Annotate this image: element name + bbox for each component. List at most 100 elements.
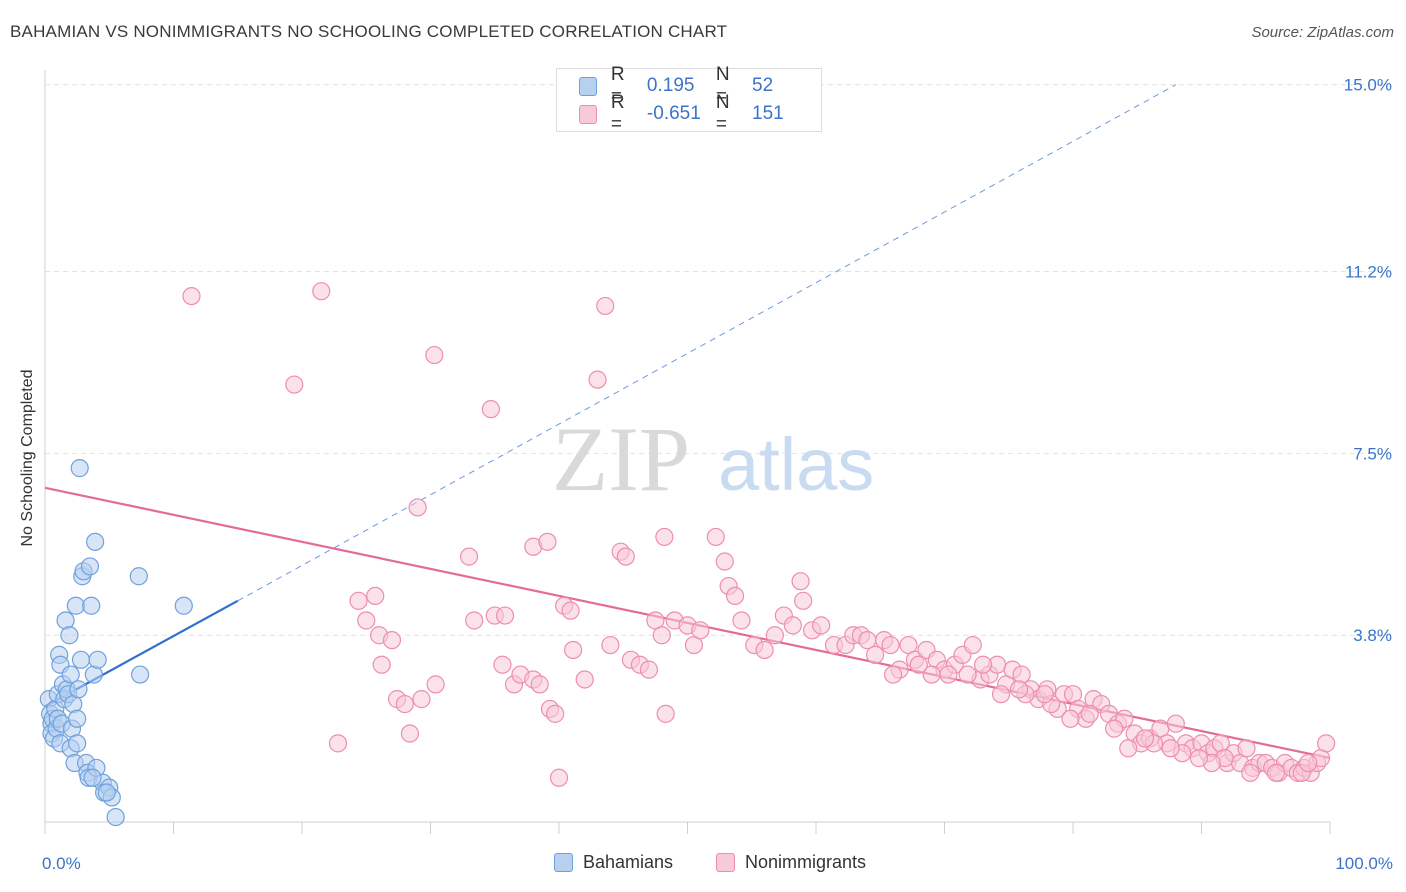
nonimmigrant-point-131 — [1241, 763, 1260, 782]
bahamian-point-19 — [60, 626, 79, 645]
nonimmigrant-point-14 — [366, 586, 385, 606]
nonimmigrant-point-0 — [182, 286, 201, 306]
nonimmigrant-point-12 — [328, 734, 348, 753]
x-tick-label-0: 0.0% — [42, 854, 81, 873]
nonimmigrant-point-4 — [481, 400, 500, 419]
nonimmigrant-point-9 — [538, 532, 557, 551]
nonimmigrant-point-107 — [1166, 714, 1185, 733]
bahamians-legend-label: Bahamians — [583, 852, 674, 872]
bahamian-point-47 — [97, 783, 116, 802]
nonimmigrant-point-30 — [530, 675, 549, 694]
nonimmigrant-point-40 — [616, 547, 635, 566]
bahamian-point-29 — [70, 459, 89, 478]
nonimmigrant-point-7 — [408, 498, 427, 517]
nonimmigrant-point-154 — [922, 665, 941, 684]
nonimmigrant-point-117 — [1237, 739, 1256, 758]
nonimmigrant-point-152 — [958, 665, 977, 684]
nonimmigrant-point-153 — [939, 665, 958, 684]
nonimmigrant-point-88 — [1012, 665, 1031, 684]
legend-row-nonimmigrants: R = -0.651 N = 151 — [579, 92, 821, 135]
nonimmigrant-point-144 — [1080, 704, 1099, 723]
y-tick-label-0: 3.8% — [1353, 626, 1392, 645]
nonimmigrant-point-33 — [549, 768, 569, 787]
nonimmigrant-point-73 — [881, 635, 900, 655]
nonimmigrant-point-55 — [725, 586, 745, 606]
bahamian-point-25 — [66, 596, 85, 615]
nonimmigrant-point-156 — [883, 665, 903, 684]
nonimmigrants-legend-swatch — [716, 853, 735, 872]
n-value: 151 — [752, 103, 784, 124]
nonimmigrant-point-65 — [812, 616, 831, 635]
nonimmigrant-point-6 — [588, 370, 607, 389]
nonimmigrant-point-141 — [1135, 729, 1155, 748]
bahamians-trend-extension — [237, 84, 1177, 602]
nonimmigrant-point-5 — [596, 296, 615, 316]
r-value: -0.651 — [646, 103, 701, 124]
tick-labels: 3.8% 7.5% 11.2% 15.0% 0.0% 100.0% — [42, 76, 1393, 873]
bahamian-point-49 — [130, 665, 150, 684]
nonimmigrant-point-22 — [412, 690, 431, 709]
data-points — [39, 282, 1336, 827]
nonimmigrant-point-58 — [755, 640, 774, 660]
nonimmigrant-point-134 — [1299, 753, 1318, 773]
y-tick-label-2: 11.2% — [1345, 263, 1392, 282]
legend-row-bahamians: R = 0.195 N = 52 — [579, 64, 821, 107]
bahamian-point-20 — [61, 665, 80, 684]
nonimmigrant-point-59 — [765, 626, 784, 645]
watermark-zip: ZIP — [552, 408, 690, 510]
r-label: R = — [610, 64, 625, 107]
nonimmigrant-point-26 — [493, 655, 512, 674]
nonimmigrant-point-35 — [561, 601, 580, 620]
nonimmigrant-point-151 — [973, 655, 993, 674]
bahamian-point-46 — [83, 768, 102, 787]
bahamian-point-36 — [80, 557, 100, 576]
nonimmigrant-point-36 — [564, 640, 583, 660]
nonimmigrant-point-3 — [425, 345, 444, 365]
nonimmigrants-legend-label: Nonimmigrants — [745, 852, 867, 872]
bahamian-point-48 — [129, 567, 148, 586]
bahamian-point-28 — [69, 680, 88, 699]
bahamian-point-51 — [86, 532, 105, 551]
nonimmigrant-point-150 — [991, 685, 1011, 704]
nonimmigrant-point-137 — [1189, 749, 1209, 768]
bahamian-point-26 — [68, 709, 87, 728]
nonimmigrant-point-71 — [866, 645, 885, 664]
y-tick-label-1: 7.5% — [1353, 444, 1392, 463]
nonimmigrant-point-52 — [706, 527, 725, 547]
bahamian-point-40 — [88, 650, 107, 669]
bahamian-point-50 — [174, 596, 193, 615]
bahamian-point-45 — [106, 807, 125, 827]
nonimmigrant-point-149 — [1009, 680, 1029, 699]
r-label: R = — [610, 92, 625, 135]
nonimmigrant-point-61 — [783, 616, 802, 635]
nonimmigrant-point-1 — [312, 282, 331, 301]
nonimmigrant-point-21 — [400, 724, 420, 743]
bahamians-legend-swatch — [554, 853, 573, 872]
nonimmigrant-point-17 — [372, 655, 391, 674]
nonimmigrant-point-15 — [357, 611, 376, 630]
nonimmigrant-point-13 — [349, 591, 368, 610]
watermark-atlas: atlas — [718, 423, 874, 506]
bahamian-point-27 — [68, 734, 87, 753]
grid-lines — [45, 84, 1392, 636]
r-value: 0.195 — [646, 75, 695, 96]
nonimmigrant-point-38 — [601, 635, 620, 655]
nonimmigrant-point-155 — [909, 655, 928, 674]
x-tick-label-1: 100.0% — [1335, 854, 1393, 873]
nonimmigrant-point-62 — [791, 572, 810, 591]
bottom-legend-bahamians: Bahamians — [554, 852, 673, 873]
nonimmigrant-point-56 — [732, 611, 751, 630]
nonimmigrant-point-45 — [652, 626, 671, 645]
nonimmigrant-point-20 — [395, 694, 414, 714]
bahamian-point-30 — [71, 650, 91, 669]
nonimmigrant-point-37 — [575, 670, 594, 689]
nonimmigrant-point-10 — [459, 547, 479, 566]
bottom-legend-nonimmigrants: Nonimmigrants — [716, 852, 866, 873]
nonimmigrant-point-143 — [1105, 719, 1124, 738]
nonimmigrant-point-18 — [382, 631, 402, 650]
nonimmigrant-point-32 — [546, 704, 565, 723]
nonimmigrant-point-25 — [495, 606, 515, 625]
nonimmigrant-point-51 — [691, 621, 710, 640]
stats-legend: R = 0.195 N = 52 R = -0.651 N = 151 — [556, 64, 822, 135]
